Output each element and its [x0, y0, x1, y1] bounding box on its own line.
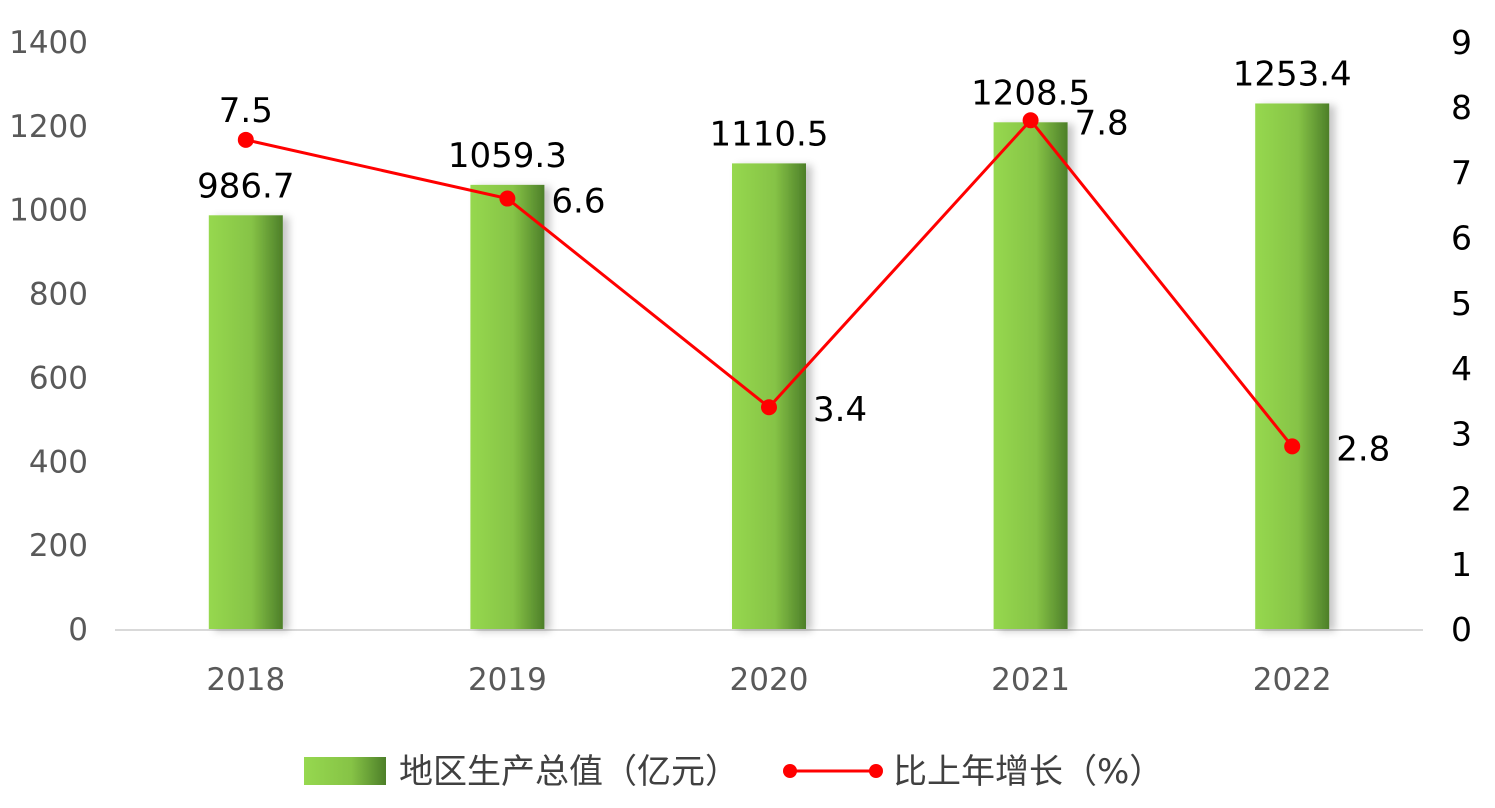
right-y-axis: 0 1 2 3 4 5 6 7 8 9 [1451, 23, 1472, 649]
x-axis-tick-label: 2019 [468, 662, 547, 698]
right-axis-tick-label: 5 [1451, 284, 1472, 323]
bar-value-label: 1059.3 [448, 136, 567, 176]
legend-line-marker [869, 764, 883, 778]
right-axis-tick-label: 1 [1451, 545, 1472, 584]
bar-2018 [208, 215, 283, 630]
right-axis-tick-label: 8 [1451, 88, 1472, 127]
line-series [237, 112, 1301, 455]
right-axis-tick-label: 7 [1451, 153, 1472, 192]
growth-point-2019 [499, 190, 516, 207]
right-axis-tick-label: 6 [1451, 219, 1472, 258]
legend-label-gdp: 地区生产总值（亿元） [399, 752, 739, 792]
bar-value-label: 1110.5 [710, 114, 829, 154]
x-axis-tick-label: 2022 [1253, 662, 1332, 698]
left-axis-tick-label: 600 [29, 360, 88, 396]
x-axis-tick-label: 2018 [206, 662, 285, 698]
right-axis-tick-label: 9 [1451, 23, 1472, 62]
growth-point-2020 [761, 399, 777, 416]
bar-2020 [732, 163, 806, 629]
left-axis-tick-label: 800 [29, 277, 88, 313]
right-axis-tick-label: 4 [1451, 349, 1472, 388]
bar-data-labels: 986.7 1059.3 1110.5 1208.5 1253.4 [197, 54, 1352, 206]
legend-bar-swatch [304, 757, 386, 785]
right-axis-tick-label: 3 [1451, 414, 1472, 453]
legend-line-marker [783, 764, 797, 778]
right-axis-tick-label: 2 [1451, 480, 1472, 519]
growth-value-label: 7.5 [219, 91, 273, 131]
growth-point-2018 [237, 131, 254, 148]
bar-2022 [1255, 103, 1330, 629]
legend-label-growth: 比上年增长（%） [893, 752, 1163, 792]
left-y-axis: 0 200 400 600 800 1000 1200 1400 [9, 25, 88, 648]
line-data-labels: 7.5 6.6 3.4 7.8 2.8 [219, 91, 1391, 470]
bar-2021 [993, 122, 1068, 629]
growth-value-label: 6.6 [551, 182, 605, 222]
growth-value-label: 7.8 [1075, 103, 1129, 143]
growth-point-2021 [1022, 112, 1039, 129]
legend: 地区生产总值（亿元） 比上年增长（%） [304, 752, 1163, 792]
left-axis-tick-label: 200 [29, 528, 88, 564]
x-axis: 2018 2019 2020 2021 2022 [206, 662, 1331, 698]
left-axis-tick-label: 400 [29, 444, 88, 480]
left-axis-tick-label: 1400 [9, 25, 88, 61]
bar-series [208, 103, 1330, 630]
growth-point-2022 [1284, 438, 1301, 455]
left-axis-tick-label: 0 [68, 612, 88, 648]
growth-value-label: 2.8 [1336, 429, 1390, 469]
bar-value-label: 1208.5 [971, 73, 1090, 113]
left-axis-tick-label: 1000 [9, 193, 88, 229]
growth-value-label: 3.4 [813, 390, 867, 430]
bar-value-label: 986.7 [197, 166, 294, 206]
left-axis-tick-label: 1200 [9, 109, 88, 145]
x-axis-tick-label: 2021 [991, 662, 1070, 698]
right-axis-tick-label: 0 [1451, 610, 1472, 649]
x-axis-tick-label: 2020 [730, 662, 809, 698]
bar-value-label: 1253.4 [1233, 54, 1352, 94]
bar-2019 [470, 184, 545, 629]
